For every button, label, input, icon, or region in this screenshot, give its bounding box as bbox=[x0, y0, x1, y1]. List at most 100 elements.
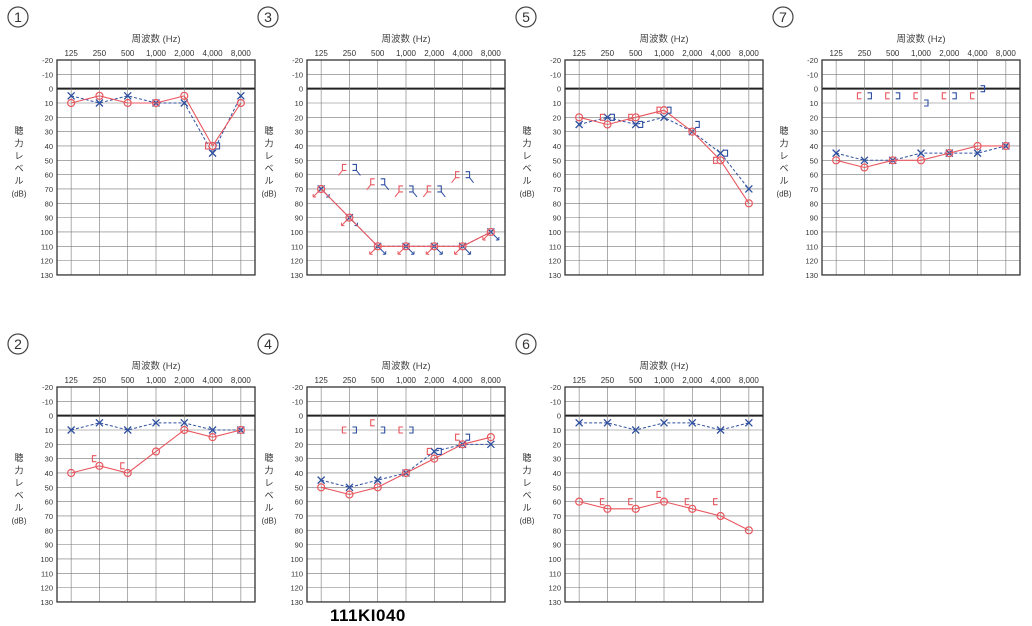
panel-number: 7 bbox=[779, 9, 787, 25]
y-axis-label-char: 聴 bbox=[522, 453, 531, 463]
y-axis-label-char: ベ bbox=[522, 491, 531, 501]
panel-number: 6 bbox=[522, 336, 530, 352]
left-bone-marker bbox=[380, 178, 386, 186]
left-air-marker bbox=[152, 418, 160, 427]
y-tick-label: -20 bbox=[42, 383, 53, 392]
right-air-marker bbox=[373, 242, 382, 251]
freq-title: 周波数 (Hz) bbox=[131, 33, 180, 45]
y-tick-label: 80 bbox=[45, 526, 53, 535]
y-axis-label-char: 聴 bbox=[14, 453, 23, 463]
x-tick-label: 500 bbox=[121, 376, 135, 385]
right-air-marker bbox=[744, 526, 753, 535]
y-tick-label: -20 bbox=[42, 56, 53, 65]
y-tick-label: 120 bbox=[40, 584, 53, 593]
left-air-marker bbox=[95, 99, 104, 107]
y-tick-label: 10 bbox=[553, 99, 561, 108]
y-tick-label: -10 bbox=[42, 70, 53, 79]
right-bone-marker bbox=[656, 490, 661, 499]
y-tick-label: 40 bbox=[295, 142, 303, 151]
left-air-marker bbox=[95, 418, 104, 427]
left-bone-no-response-arrow bbox=[384, 184, 390, 191]
left-bone-marker bbox=[980, 85, 986, 93]
right-air-marker bbox=[208, 141, 217, 151]
plot-frame bbox=[564, 386, 764, 603]
right-bone-no-response-arrow bbox=[422, 191, 428, 198]
right-bone-marker bbox=[970, 92, 975, 100]
right-bone-marker bbox=[913, 92, 918, 100]
left-bone-marker bbox=[352, 426, 357, 434]
x-tick-label: 125 bbox=[64, 49, 78, 58]
y-tick-label: 40 bbox=[810, 142, 818, 151]
y-tick-label: 100 bbox=[290, 555, 303, 564]
right-air-marker bbox=[659, 497, 669, 506]
right-bone-marker bbox=[455, 171, 460, 179]
y-tick-label: 110 bbox=[549, 242, 561, 251]
x-tick-label: 250 bbox=[601, 376, 615, 385]
y-tick-label: 40 bbox=[553, 142, 561, 151]
right-bone-marker bbox=[941, 92, 947, 100]
y-axis-label-char: ベ bbox=[14, 164, 23, 174]
y-tick-label: 100 bbox=[805, 228, 818, 237]
right-bone-no-response-arrow bbox=[338, 170, 343, 176]
y-axis-label-char: ル bbox=[14, 176, 23, 186]
y-axis-label-char: 力 bbox=[264, 138, 273, 149]
right-air-marker bbox=[716, 511, 725, 521]
right-bone-marker bbox=[205, 142, 210, 150]
y-axis-unit: (dB) bbox=[11, 517, 26, 526]
left-bone-no-response-arrow bbox=[469, 177, 474, 183]
freq-title: 周波数 (Hz) bbox=[381, 360, 430, 372]
x-tick-label: 8,000 bbox=[231, 376, 252, 385]
right-bone-marker bbox=[341, 163, 347, 172]
x-tick-label: 4,000 bbox=[203, 376, 224, 385]
right-bone-no-response-arrow bbox=[394, 191, 400, 198]
y-tick-label: 0 bbox=[557, 412, 561, 421]
left-air-marker bbox=[123, 426, 132, 434]
y-tick-label: 10 bbox=[810, 99, 818, 108]
y-axis-label-char: ベ bbox=[264, 164, 273, 174]
y-tick-label: 50 bbox=[295, 156, 303, 165]
y-axis-label-char: 聴 bbox=[779, 126, 788, 136]
y-tick-label: 80 bbox=[295, 526, 303, 535]
y-tick-label: 90 bbox=[810, 214, 818, 223]
x-tick-label: 125 bbox=[314, 49, 328, 58]
right-air-marker bbox=[180, 91, 189, 100]
right-air-marker bbox=[151, 98, 161, 108]
y-tick-label: 130 bbox=[548, 271, 561, 280]
left-air-marker bbox=[631, 426, 640, 434]
panel-number-circle bbox=[772, 6, 794, 28]
right-bone-marker bbox=[398, 426, 403, 434]
y-axis-label-char: ル bbox=[14, 503, 23, 513]
y-axis-label-char: ル bbox=[264, 503, 273, 513]
freq-title: 周波数 (Hz) bbox=[639, 33, 688, 45]
y-axis-unit: (dB) bbox=[261, 517, 276, 526]
right-bone-marker bbox=[398, 185, 403, 193]
y-axis-unit: (dB) bbox=[776, 190, 791, 199]
x-tick-label: 250 bbox=[858, 49, 872, 58]
plot-frame bbox=[56, 59, 256, 276]
y-axis-label-char: ル bbox=[522, 176, 531, 186]
right-air-marker bbox=[860, 163, 869, 172]
y-tick-label: 130 bbox=[40, 271, 53, 280]
y-tick-label: 130 bbox=[40, 598, 53, 607]
x-tick-label: 500 bbox=[371, 49, 385, 58]
right-no-response-arrow bbox=[397, 247, 405, 255]
right-bone-marker bbox=[91, 455, 97, 463]
left-bone-marker bbox=[667, 106, 672, 114]
y-tick-label: 40 bbox=[295, 469, 303, 478]
right-air-line bbox=[836, 145, 1006, 169]
y-axis-label-char: ル bbox=[264, 176, 273, 186]
y-tick-label: 20 bbox=[553, 440, 561, 449]
y-tick-label: 120 bbox=[290, 257, 303, 266]
right-air-marker bbox=[486, 433, 495, 442]
left-bone-marker bbox=[437, 185, 442, 193]
y-tick-label: 50 bbox=[295, 483, 303, 492]
y-axis-label-char: ベ bbox=[264, 491, 273, 501]
y-tick-label: -10 bbox=[292, 70, 303, 79]
x-tick-label: 2,000 bbox=[424, 376, 445, 385]
right-air-line bbox=[579, 501, 750, 531]
y-axis-label-char: ル bbox=[522, 503, 531, 513]
x-tick-label: 250 bbox=[343, 49, 357, 58]
left-air-marker bbox=[317, 476, 326, 485]
y-tick-label: 130 bbox=[548, 598, 561, 607]
